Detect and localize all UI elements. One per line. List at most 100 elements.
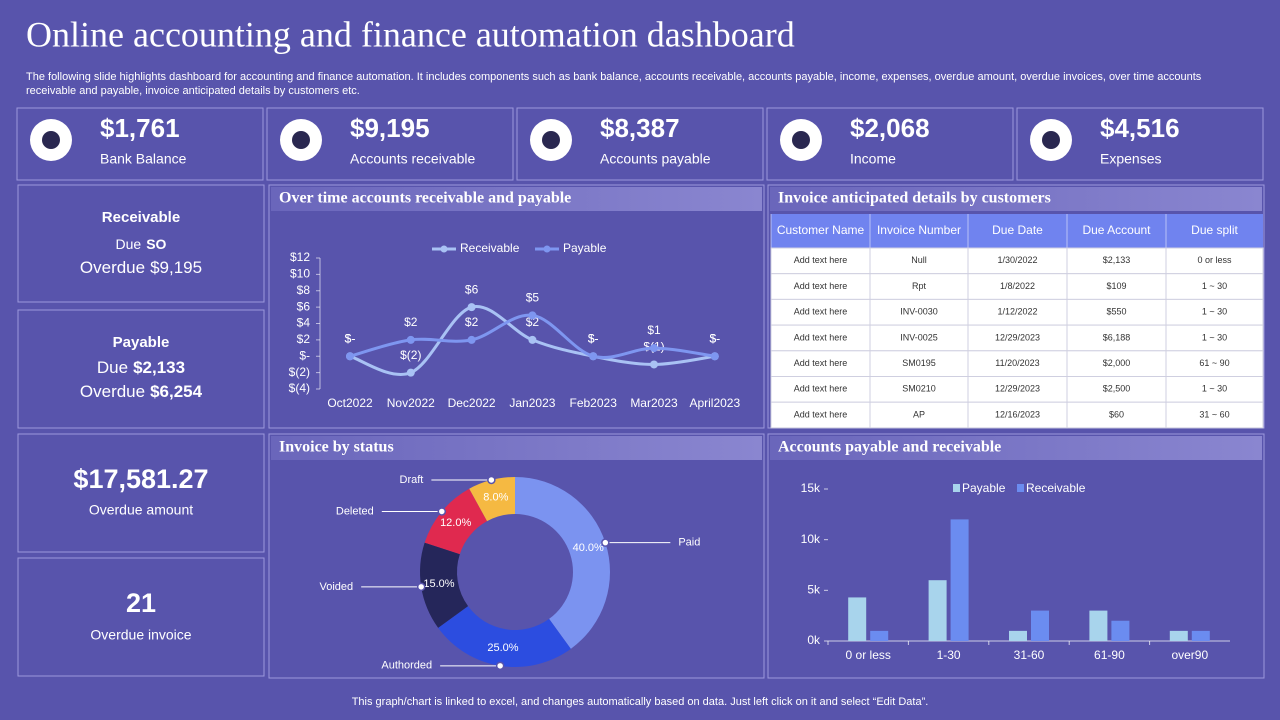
bar — [870, 630, 889, 641]
table-header: Due split — [1191, 223, 1238, 237]
table-header: Invoice Number — [877, 223, 961, 237]
table-text: $60 — [1109, 409, 1124, 419]
table-cell — [967, 376, 1068, 403]
panel — [268, 184, 765, 429]
kpi-value: $1,761 — [100, 113, 180, 143]
callout-label: Voided — [320, 581, 354, 593]
table-header: Due Date — [992, 223, 1043, 237]
table-cell — [967, 247, 1068, 275]
bar — [1031, 610, 1049, 641]
table-text: $2,000 — [1103, 358, 1131, 368]
data-label: $- — [588, 331, 599, 345]
table-cell — [770, 298, 871, 326]
panel-header — [770, 436, 1262, 460]
table-cell — [1165, 401, 1264, 429]
table-text: $2,133 — [1103, 255, 1131, 265]
panel-title: Invoice by status — [279, 439, 394, 456]
data-label: $- — [345, 331, 356, 345]
y-tick-label: $(4) — [289, 381, 310, 395]
y-tick-label: $8 — [297, 283, 311, 297]
y-tick-label: 0k — [807, 633, 821, 647]
callout-dot — [601, 538, 610, 547]
panel-title: Over time accounts receivable and payabl… — [279, 190, 571, 207]
x-tick-label: over90 — [1171, 648, 1208, 662]
bar — [928, 580, 947, 641]
table-cell — [770, 247, 871, 275]
table-text: Add text here — [794, 281, 848, 291]
y-tick-label: $12 — [290, 250, 310, 264]
table-cell — [1066, 376, 1167, 403]
table-header: Due Account — [1082, 223, 1151, 237]
data-label: $6 — [465, 282, 479, 296]
table-text: 1/12/2022 — [997, 307, 1037, 317]
donut-slice — [438, 606, 571, 667]
data-label: $- — [709, 331, 720, 345]
panel-title: Accounts payable and receivable — [778, 439, 1001, 456]
table-text: Add text here — [794, 384, 848, 394]
kpi-label: Expenses — [1100, 151, 1161, 167]
x-tick-label: 31-60 — [1014, 648, 1045, 662]
panel-header — [271, 187, 762, 211]
kpi-icon — [292, 131, 310, 149]
kpi-label: Bank Balance — [100, 151, 187, 167]
description: The following slide highlights dashboard… — [26, 71, 1202, 97]
table-text: 1 ~ 30 — [1202, 332, 1227, 342]
table-text: 12/29/2023 — [995, 384, 1040, 394]
data-label: 12.0% — [440, 517, 471, 529]
table-cell — [1165, 376, 1264, 403]
table-cell — [869, 273, 969, 300]
panel-title: Invoice anticipated details by customers — [778, 190, 1051, 207]
card-title: Payable — [113, 334, 170, 351]
bar — [1009, 630, 1027, 641]
bar — [1111, 620, 1130, 641]
data-label: $2 — [465, 315, 479, 329]
table-text: 61 ~ 90 — [1199, 358, 1229, 368]
page-title: Online accounting and finance automation… — [26, 14, 795, 54]
panel — [17, 309, 265, 429]
card-value: 21 — [126, 588, 156, 618]
table-text: 1/8/2022 — [1000, 281, 1035, 291]
panel — [17, 184, 265, 303]
bar — [1089, 610, 1108, 641]
table-text: $2,500 — [1103, 384, 1131, 394]
data-label: $- — [345, 331, 356, 345]
table-text: 1 ~ 30 — [1202, 384, 1227, 394]
table-header-bg — [771, 214, 1263, 248]
y-tick-label: $- — [299, 348, 310, 362]
table-cell — [1165, 247, 1264, 275]
kpi-value: $2,068 — [850, 113, 930, 143]
callout-label: Authorded — [381, 660, 432, 672]
card-value: $9,195 — [150, 258, 202, 277]
card-value: $6,254 — [150, 382, 203, 401]
panel — [1016, 107, 1264, 181]
line-point — [528, 335, 537, 344]
x-tick-label: Feb2023 — [570, 396, 618, 410]
data-label: 8.0% — [483, 491, 508, 503]
panel — [767, 433, 1265, 679]
table-text: INV-0030 — [900, 307, 938, 317]
data-label: $2 — [526, 315, 540, 329]
legend-label: Receivable — [1026, 481, 1086, 495]
table-text: 1 ~ 30 — [1202, 307, 1227, 317]
kpi-icon — [42, 131, 60, 149]
table-cell — [1165, 350, 1264, 377]
card-label: Overdue — [80, 382, 145, 401]
table-cell — [770, 273, 871, 300]
y-tick-label: $6 — [297, 299, 311, 313]
table-text: SM0195 — [902, 358, 936, 368]
panel-header — [271, 436, 762, 460]
panel — [16, 107, 264, 181]
callout-label: Paid — [678, 537, 700, 549]
table-text: AP — [913, 409, 925, 419]
line-point — [406, 335, 415, 344]
table-text: $550 — [1106, 307, 1126, 317]
kpi-label: Accounts payable — [600, 151, 711, 167]
callout-dot — [437, 507, 447, 516]
bar — [1169, 630, 1188, 641]
bar — [1191, 630, 1210, 641]
table-text: 0 or less — [1197, 255, 1232, 265]
table-text: $109 — [1106, 281, 1126, 291]
data-label: 25.0% — [487, 642, 518, 654]
table-cell — [869, 350, 969, 377]
